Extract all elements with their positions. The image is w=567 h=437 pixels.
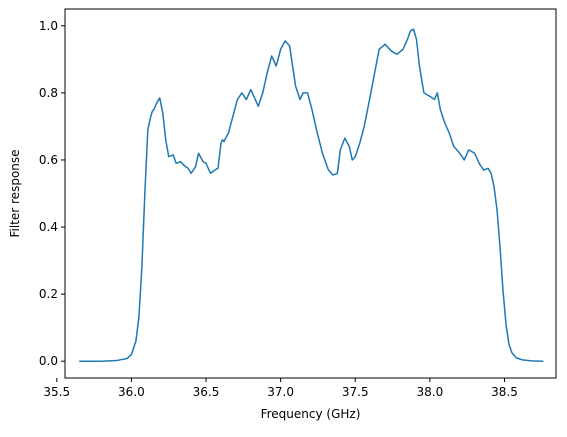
x-axis-ticks: 35.5 36.0 36.5 37.0 37.5 38.0 38.5 [43,378,518,399]
x-tick-label: 38.0 [417,385,444,399]
y-tick-label: 0.4 [39,220,58,234]
x-tick-label: 37.5 [342,385,369,399]
y-tick-label: 1.0 [39,19,58,33]
x-tick-label: 38.5 [491,385,518,399]
x-tick-label: 36.5 [193,385,220,399]
x-tick-label: 35.5 [43,385,70,399]
y-tick-label: 0.0 [39,354,58,368]
y-tick-label: 0.6 [39,153,58,167]
y-tick-label: 0.8 [39,86,58,100]
y-axis-ticks: 0.0 0.2 0.4 0.6 0.8 1.0 [39,19,65,368]
x-tick-label: 37.0 [267,385,294,399]
plot-area-frame [64,8,557,379]
y-axis-label: Filter response [8,149,22,237]
y-tick-label: 0.2 [39,287,58,301]
series-layer [79,28,544,362]
series-line [79,28,544,362]
x-axis-label: Frequency (GHz) [261,407,361,421]
x-tick-label: 36.0 [118,385,145,399]
